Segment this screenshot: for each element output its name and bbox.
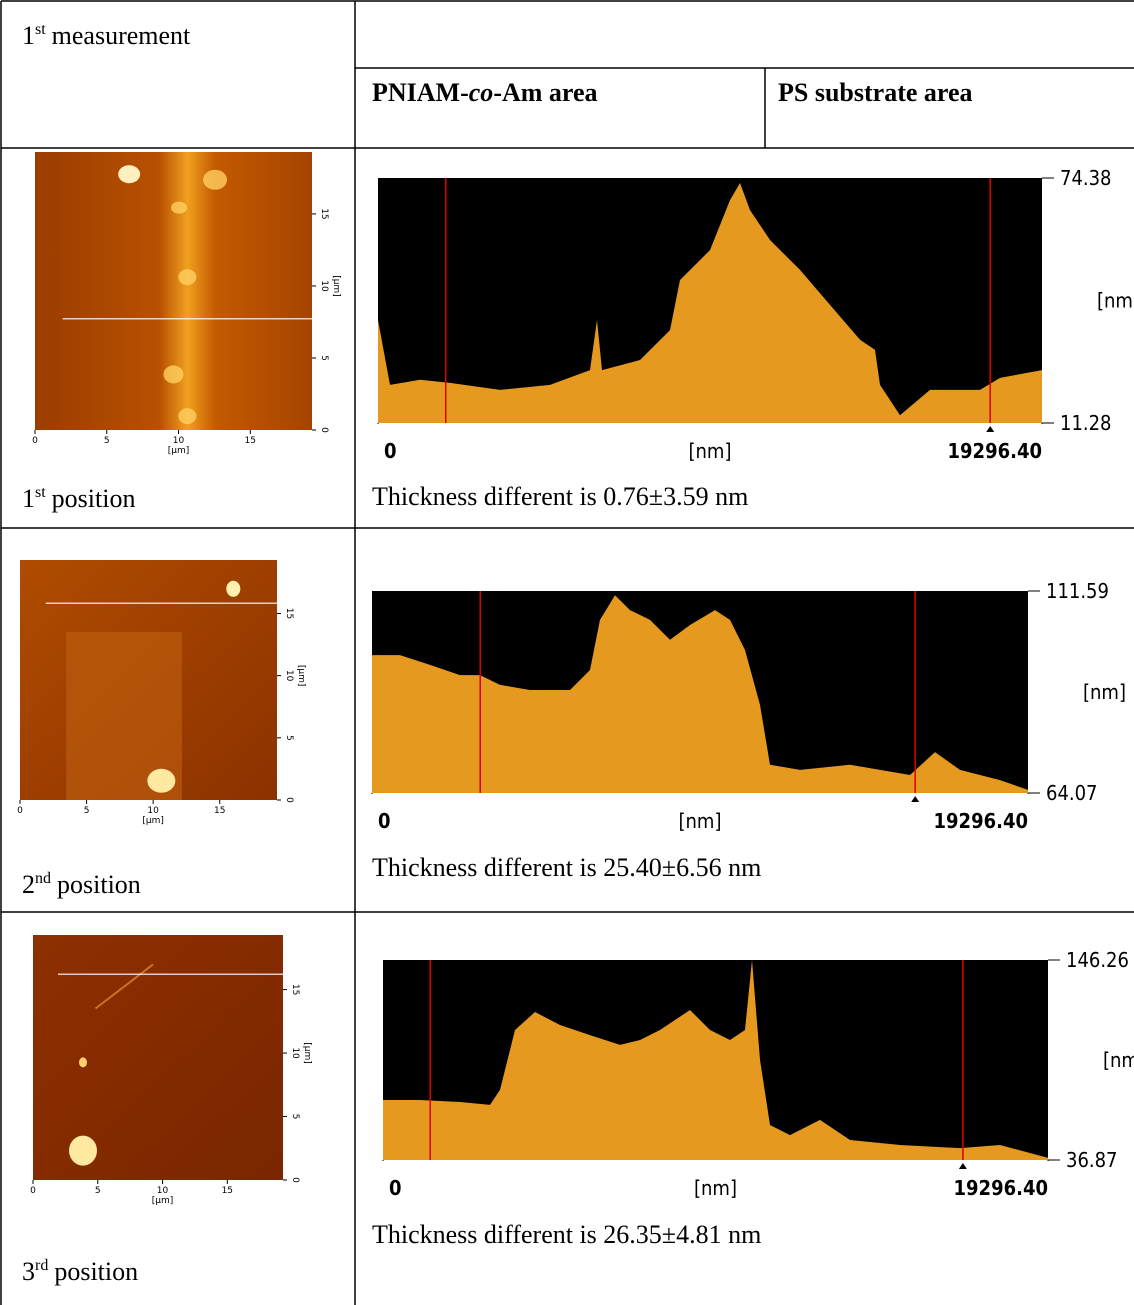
cursor-marker	[911, 796, 920, 802]
afm-image	[35, 152, 312, 430]
position-number: 3	[22, 1257, 35, 1286]
afm-feature	[178, 269, 197, 286]
image-unit: [µm]	[142, 816, 164, 826]
image-tick-label: 10	[290, 1047, 300, 1059]
afm-feature	[203, 169, 228, 190]
image-tick-label: 15	[245, 436, 256, 446]
measurement-label: 1st measurement	[22, 21, 191, 50]
profile-area	[383, 960, 1048, 1160]
x-tick-label: 19296.40	[954, 1176, 1048, 1200]
afm-image	[33, 935, 283, 1180]
x-axis-label: [nm]	[694, 1176, 737, 1200]
position-number: 1	[22, 484, 35, 513]
image-tick-label: 15	[284, 608, 294, 619]
x-tick-label: 0	[384, 439, 397, 463]
image-tick-label: 10	[157, 1186, 169, 1196]
thickness-note: Thickness different is 25.40±6.56 nm	[372, 853, 761, 882]
column-header: PNIAM-co-Am area	[372, 78, 598, 107]
x-tick-label: 19296.40	[934, 809, 1028, 833]
image-tick-label: 0	[30, 1186, 36, 1196]
y-tick-label: 146.26	[1066, 948, 1129, 972]
image-unit: [µm]	[331, 275, 341, 297]
y-tick-label: 111.59	[1046, 579, 1109, 603]
image-tick-label: 0	[319, 427, 329, 433]
column-header: PS substrate area	[778, 78, 973, 107]
x-tick-label: 19296.40	[948, 439, 1042, 463]
image-tick-label: 0	[32, 436, 38, 446]
profile-area	[372, 595, 1028, 793]
y-tick-label: 74.38	[1060, 166, 1112, 190]
image-unit: [µm]	[302, 1042, 312, 1064]
afm-feature	[163, 365, 184, 384]
x-axis-label: [nm]	[689, 439, 732, 463]
cursor-marker	[986, 426, 995, 432]
position-word: position	[52, 484, 136, 513]
y-tick-label: 11.28	[1060, 411, 1112, 435]
thickness-note: Thickness different is 26.35±4.81 nm	[372, 1220, 761, 1249]
position-label: 3rd position	[22, 1257, 138, 1286]
image-tick-label: 10	[147, 806, 159, 816]
image-tick-label: 15	[319, 208, 329, 219]
afm-feature	[118, 165, 141, 184]
image-tick-label: 5	[84, 806, 90, 816]
image-unit: [µm]	[168, 446, 190, 456]
y-tick-label: 64.07	[1046, 781, 1098, 805]
afm-feature	[69, 1135, 97, 1166]
thickness-note: Thickness different is 0.76±3.59 nm	[372, 482, 748, 511]
image-tick-label: 5	[319, 355, 329, 361]
y-axis-label: [nm]	[1103, 1048, 1134, 1072]
afm-scratch	[94, 963, 154, 1010]
y-axis-label: [nm]	[1097, 289, 1134, 313]
image-tick-label: 15	[214, 806, 225, 816]
y-tick-label: 36.87	[1066, 1148, 1118, 1172]
afm-feature	[178, 408, 197, 425]
profile-area	[378, 183, 1042, 423]
position-label: 2nd position	[22, 870, 141, 899]
image-tick-label: 5	[95, 1186, 101, 1196]
cursor-marker	[958, 1163, 967, 1169]
x-tick-label: 0	[389, 1176, 402, 1200]
image-tick-label: 5	[290, 1114, 300, 1120]
image-tick-label: 5	[104, 436, 110, 446]
image-tick-label: 10	[173, 436, 185, 446]
afm-feature	[147, 768, 176, 793]
image-tick-label: 0	[284, 797, 294, 803]
x-tick-label: 0	[378, 809, 391, 833]
position-suffix: rd	[35, 1257, 48, 1274]
image-tick-label: 5	[284, 735, 294, 741]
afm-feature	[79, 1057, 87, 1068]
image-tick-label: 0	[290, 1177, 300, 1183]
position-number: 2	[22, 870, 35, 899]
x-axis-label: [nm]	[679, 809, 722, 833]
position-suffix: nd	[35, 870, 51, 887]
image-tick-label: 0	[17, 806, 23, 816]
image-tick-label: 10	[284, 670, 294, 682]
position-label: 1st position	[22, 484, 135, 513]
afm-feature	[226, 580, 241, 597]
image-tick-label: 15	[222, 1186, 233, 1196]
image-unit: [µm]	[296, 665, 306, 687]
image-tick-label: 15	[290, 984, 300, 995]
position-word: position	[54, 1257, 138, 1286]
position-suffix: st	[35, 484, 46, 501]
image-unit: [µm]	[152, 1196, 174, 1206]
image-tick-label: 10	[319, 280, 329, 292]
afm-feature	[171, 201, 188, 214]
y-axis-label: [nm]	[1083, 680, 1126, 704]
position-word: position	[57, 870, 141, 899]
